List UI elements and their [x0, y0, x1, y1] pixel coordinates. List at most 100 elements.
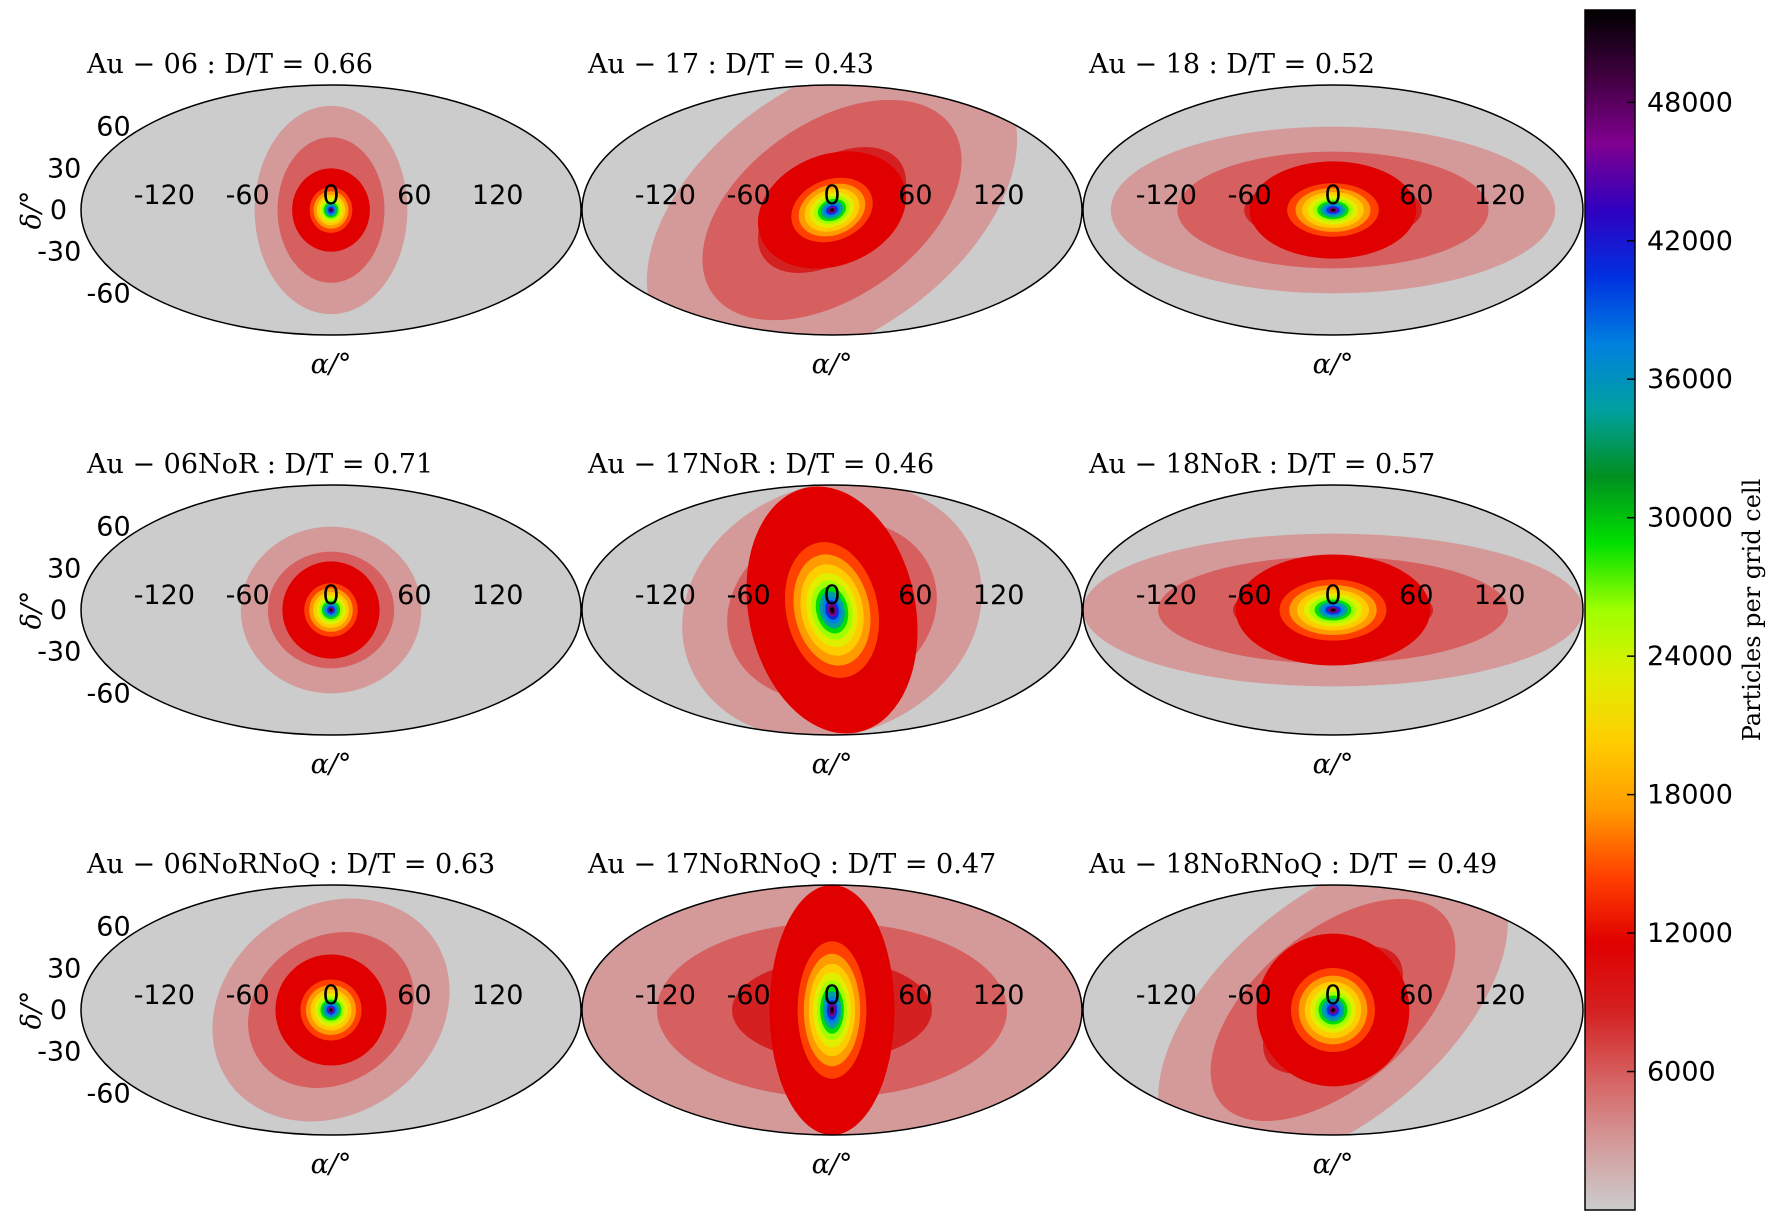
density-contour [830, 607, 834, 613]
sky-panel: Au − 18NoRNoQ : D/T = 0.49 -120 -60 0 60 120 α… [1082, 849, 1584, 1180]
y-tick-label: 0 [50, 195, 67, 226]
x-tick-label: 120 [1474, 180, 1526, 211]
panels-grid: Au − 06 : D/T = 0.66 -120 -60 0 60 120 60 30 0 -3… [16, 49, 1584, 1180]
x-tick-label: 0 [1324, 180, 1341, 211]
panel-title: Au − 18 : D/T = 0.52 [1088, 49, 1375, 80]
x-tick-label: 60 [898, 580, 932, 611]
x-tick-label: 0 [322, 180, 339, 211]
x-tick-label: 120 [1474, 980, 1526, 1011]
x-tick-label: 0 [1324, 980, 1341, 1011]
x-axis-label: α/° [311, 349, 352, 380]
x-tick-label: 60 [397, 980, 431, 1011]
x-axis-label: α/° [812, 1149, 853, 1180]
x-tick-label: 120 [472, 180, 524, 211]
colorbar: 6000 12000 18000 24000 30000 36000 42000 48000 P… [1584, 9, 1766, 1211]
panel-title: Au − 06 : D/T = 0.66 [86, 49, 373, 80]
colorbar-tick-label: 18000 [1647, 780, 1733, 811]
sky-boundary [1082, 884, 1584, 1136]
y-axis-label: δ/° [16, 191, 47, 230]
x-tick-label: -60 [1228, 980, 1272, 1011]
y-tick-label: -60 [87, 1078, 131, 1109]
x-tick-label: 0 [1324, 580, 1341, 611]
x-tick-label: 60 [898, 180, 932, 211]
x-tick-label: 60 [898, 980, 932, 1011]
y-tick-label: 0 [50, 595, 67, 626]
colorbar-tick-label: 6000 [1647, 1057, 1716, 1088]
y-tick-label: -60 [87, 278, 131, 309]
density-contour [1331, 209, 1335, 211]
panel-title: Au − 18NoRNoQ : D/T = 0.49 [1088, 849, 1497, 880]
x-tick-label: -60 [727, 580, 771, 611]
sky-boundary [581, 84, 1083, 336]
density-map [240, 526, 422, 694]
x-tick-label: -60 [226, 580, 270, 611]
colorbar-tick-label: 36000 [1647, 364, 1733, 395]
density-contour [1331, 1008, 1335, 1012]
x-tick-label: 120 [973, 180, 1025, 211]
x-tick-label: -120 [134, 580, 195, 611]
x-tick-label: -60 [226, 980, 270, 1011]
x-tick-label: 60 [1399, 180, 1433, 211]
x-tick-label: -120 [1136, 180, 1197, 211]
x-tick-label: -60 [1228, 180, 1272, 211]
density-map [646, 85, 1018, 335]
x-axis-label: α/° [311, 1149, 352, 1180]
x-tick-label: 0 [823, 980, 840, 1011]
x-tick-label: -120 [635, 980, 696, 1011]
x-axis-label: α/° [311, 749, 352, 780]
colorbar-tick-label: 30000 [1647, 503, 1733, 534]
density-map [1158, 885, 1508, 1135]
x-axis-label: α/° [812, 749, 853, 780]
x-tick-label: -60 [226, 180, 270, 211]
sky-panel: Au − 06NoRNoQ : D/T = 0.63 -120 -60 0 60 120 6… [16, 849, 582, 1180]
density-map [1083, 533, 1583, 687]
x-tick-label: 120 [1474, 580, 1526, 611]
y-tick-label: -30 [37, 237, 81, 268]
density-contour [830, 208, 834, 212]
x-axis-label: α/° [1313, 749, 1354, 780]
x-tick-label: 0 [322, 980, 339, 1011]
x-tick-label: -120 [134, 180, 195, 211]
density-map [254, 105, 408, 315]
density-contour [1331, 608, 1335, 612]
panel-title: Au − 17NoR : D/T = 0.46 [587, 449, 934, 480]
sky-boundary [80, 484, 582, 736]
x-tick-label: 0 [823, 180, 840, 211]
sky-boundary [80, 884, 582, 1136]
x-tick-label: 60 [1399, 980, 1433, 1011]
y-tick-label: 30 [47, 553, 81, 584]
colorbar-tick-label: 42000 [1647, 226, 1733, 257]
sky-panel: Au − 18NoR : D/T = 0.57 -120 -60 0 60 120 α/° [1082, 449, 1584, 780]
sky-panel: Au − 17NoR : D/T = 0.46 -120 -60 0 60 120 α/° [581, 449, 1083, 780]
density-contour [330, 609, 332, 611]
x-tick-label: 60 [397, 580, 431, 611]
sky-panel: Au − 17 : D/T = 0.43 -120 -60 0 60 120 α/° [581, 49, 1083, 380]
y-tick-label: 60 [96, 512, 130, 543]
x-tick-label: 0 [823, 580, 840, 611]
colorbar-gradient [1585, 10, 1635, 1210]
x-tick-label: -60 [727, 980, 771, 1011]
x-tick-label: -120 [1136, 580, 1197, 611]
density-contour [330, 209, 332, 211]
sky-panel: Au − 17NoRNoQ : D/T = 0.47 -120 -60 0 60 120 α… [581, 849, 1083, 1180]
panel-title: Au − 06NoR : D/T = 0.71 [86, 449, 433, 480]
x-tick-label: 60 [1399, 580, 1433, 611]
panel-title: Au − 17NoRNoQ : D/T = 0.47 [587, 849, 996, 880]
x-axis-label: α/° [812, 349, 853, 380]
sky-boundary [581, 884, 1083, 1136]
sky-boundary [1082, 84, 1584, 336]
y-tick-label: 0 [50, 995, 67, 1026]
y-tick-label: -30 [37, 637, 81, 668]
density-map [212, 898, 450, 1122]
x-tick-label: -60 [727, 180, 771, 211]
y-tick-label: -60 [87, 678, 131, 709]
density-contour [329, 1008, 333, 1012]
x-tick-label: -120 [635, 180, 696, 211]
panel-title: Au − 06NoRNoQ : D/T = 0.63 [86, 849, 495, 880]
x-axis-label: α/° [1313, 1149, 1354, 1180]
panel-title: Au − 17 : D/T = 0.43 [587, 49, 874, 80]
x-tick-label: -120 [635, 580, 696, 611]
x-tick-label: -120 [134, 980, 195, 1011]
density-map [682, 485, 982, 735]
